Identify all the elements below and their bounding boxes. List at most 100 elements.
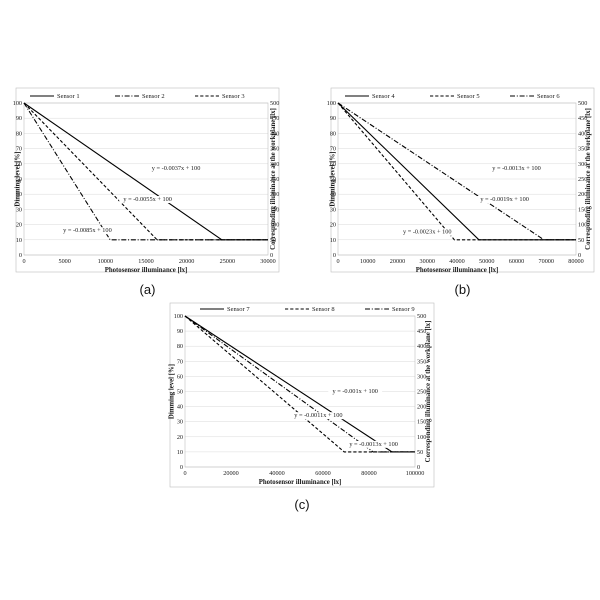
series-line: [337, 102, 576, 241]
equation-label: y = -0.0023x + 100: [403, 229, 452, 236]
series-line: [23, 102, 268, 241]
annotation-background: [328, 388, 383, 396]
y-tick-label: 40: [16, 191, 22, 198]
legend-label: Sensor 7: [227, 306, 250, 313]
y2-tick-label: 0: [270, 252, 273, 259]
x-tick-label: 60000: [509, 258, 524, 265]
panel-label: (a): [140, 282, 156, 297]
legend-label: Sensor 1: [57, 93, 80, 100]
equation-label: y = -0.0013x + 100: [349, 441, 398, 448]
y2-tick-label: 400: [417, 343, 426, 350]
y-tick-label: 90: [177, 328, 183, 335]
chart-panel: 0 10 20 30 40 50 60 70 80 90 100 0 50 100 150 200 250 300…: [327, 87, 595, 297]
chart-panel: 0 10 20 30 40 50 60 70 80 90 100 0 50 100 150 200 250 300…: [169, 302, 435, 512]
y-axis-title: Dimming level [%]: [169, 364, 176, 419]
chart-frame: [330, 87, 595, 273]
x-tick-label: 100000: [406, 470, 425, 477]
series-line: [23, 102, 268, 241]
plot-area: [23, 102, 269, 256]
y2-tick-label: 300: [578, 161, 587, 168]
y-tick-label: 10: [16, 237, 22, 244]
x-tick-label: 80000: [568, 258, 583, 265]
equation-label: y = -0.001x + 100: [332, 388, 377, 395]
y2-tick-label: 200: [270, 191, 279, 198]
chart-frame: [15, 87, 280, 273]
annotation-background: [147, 164, 205, 172]
x-tick-label: 0: [22, 258, 25, 265]
y2-tick-label: 450: [417, 328, 426, 335]
x-axis-title: Photosensor illuminance [lx]: [416, 267, 499, 274]
annotation-background: [476, 196, 534, 204]
x-tick-label: 40000: [449, 258, 464, 265]
y2-tick-label: 200: [578, 191, 587, 198]
chart-frame: [169, 302, 435, 488]
y-tick-label: 30: [16, 206, 22, 213]
y-tick-label: 0: [19, 252, 22, 259]
y2-tick-label: 500: [270, 100, 279, 107]
y2-tick-label: 50: [270, 237, 276, 244]
y2-tick-label: 350: [578, 146, 587, 153]
y-tick-label: 90: [330, 115, 336, 122]
y-tick-label: 20: [16, 222, 22, 229]
equation-label: y = -0.0011x + 100: [294, 412, 342, 419]
series-line: [23, 102, 268, 241]
series-line: [184, 315, 415, 453]
y2-tick-label: 300: [417, 373, 426, 380]
x-tick-label: 30000: [260, 258, 275, 265]
y2-tick-label: 350: [270, 146, 279, 153]
y-tick-label: 100: [13, 100, 22, 107]
chart-panel: 0 10 20 30 40 50 60 70 80 90 100 0 50 100 150 200 250 300…: [13, 87, 280, 297]
legend-label: Sensor 5: [457, 93, 480, 100]
y-tick-label: 80: [16, 130, 22, 137]
x-tick-label: 20000: [390, 258, 405, 265]
y-tick-label: 100: [327, 100, 336, 107]
y-tick-label: 50: [330, 176, 336, 183]
legend-label: Sensor 2: [142, 93, 165, 100]
y2-tick-label: 400: [270, 130, 279, 137]
annotation-background: [398, 228, 456, 236]
y-tick-label: 50: [177, 389, 183, 396]
y2-tick-label: 500: [578, 100, 587, 107]
y2-tick-label: 200: [417, 404, 426, 411]
panel-label: (c): [294, 497, 309, 512]
y-tick-label: 50: [16, 176, 22, 183]
plot-area: [337, 102, 577, 256]
legend-label: Sensor 9: [392, 306, 415, 313]
y-tick-label: 80: [177, 343, 183, 350]
legend-label: Sensor 6: [537, 93, 560, 100]
y-tick-label: 60: [16, 161, 22, 168]
x-tick-label: 20000: [223, 470, 238, 477]
y2-tick-label: 500: [417, 313, 426, 320]
y2-tick-label: 0: [417, 464, 420, 471]
y2-tick-label: 150: [417, 419, 426, 426]
y2-tick-label: 250: [270, 176, 279, 183]
y2-axis-title: Corresponding illuminance at the workpla…: [585, 108, 592, 250]
y2-tick-label: 250: [417, 389, 426, 396]
y2-axis-title: Corresponding illuminance at the workpla…: [270, 108, 277, 250]
annotation-background: [289, 412, 347, 420]
series-line: [337, 102, 576, 241]
y-tick-label: 20: [330, 222, 336, 229]
x-tick-label: 60000: [315, 470, 330, 477]
x-tick-label: 70000: [539, 258, 554, 265]
equation-label: y = -0.0055x + 100: [123, 196, 172, 203]
y-tick-label: 80: [330, 130, 336, 137]
y2-tick-label: 150: [578, 206, 587, 213]
x-tick-label: 50000: [479, 258, 494, 265]
y2-tick-label: 400: [578, 130, 587, 137]
series-line: [184, 315, 415, 453]
y-tick-label: 20: [177, 434, 183, 441]
x-tick-label: 10000: [360, 258, 375, 265]
x-tick-label: 5000: [58, 258, 70, 265]
y-tick-label: 30: [330, 206, 336, 213]
x-tick-label: 0: [183, 470, 186, 477]
legend-label: Sensor 8: [312, 306, 335, 313]
y2-tick-label: 100: [578, 222, 587, 229]
y-tick-label: 30: [177, 419, 183, 426]
x-tick-label: 30000: [420, 258, 435, 265]
y2-tick-label: 450: [578, 115, 587, 122]
y-tick-label: 70: [16, 146, 22, 153]
legend-label: Sensor 4: [372, 93, 395, 100]
equation-label: y = -0.0013x + 100: [492, 165, 541, 172]
